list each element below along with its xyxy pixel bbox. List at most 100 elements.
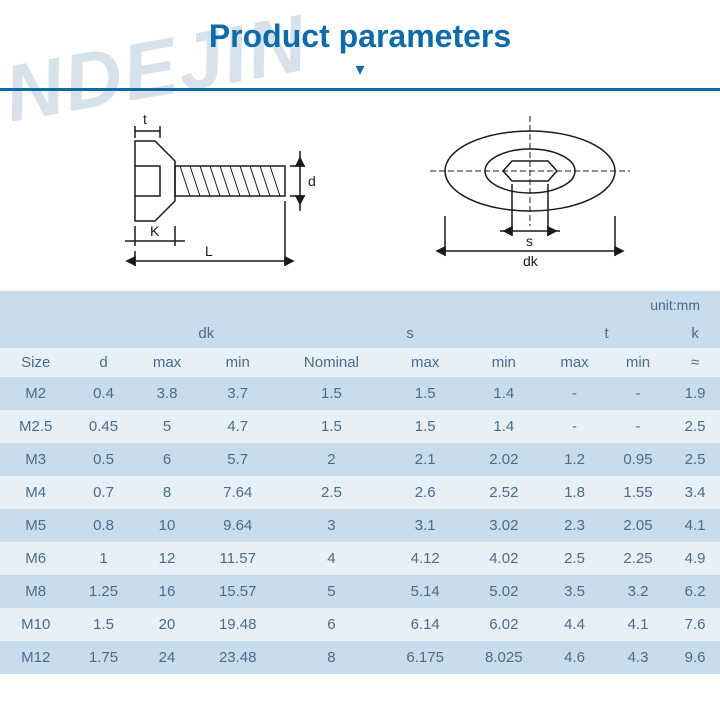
table-cell: M2.5	[0, 410, 71, 443]
chevron-down-icon: ▾	[0, 59, 720, 80]
table-cell: 3.1	[386, 509, 465, 542]
table-cell: 1.25	[71, 575, 135, 608]
table-cell: -	[543, 377, 606, 410]
sub-header-cell: max	[386, 348, 465, 377]
table-row: M20.43.83.71.51.51.4--1.9	[0, 377, 720, 410]
table-cell: 4.4	[543, 608, 606, 641]
table-cell: 2.02	[465, 443, 544, 476]
sub-header-cell: min	[606, 348, 670, 377]
table-cell: 1.55	[606, 476, 670, 509]
table-cell: 4.3	[606, 641, 670, 674]
table-cell: 19.48	[198, 608, 277, 641]
svg-text:s: s	[526, 233, 533, 249]
table-cell: 3.8	[136, 377, 199, 410]
table-cell: 6.02	[465, 608, 544, 641]
table-cell: 9.64	[198, 509, 277, 542]
group-header-cell	[0, 319, 71, 348]
table-cell: 4.1	[606, 608, 670, 641]
table-cell: 6.2	[670, 575, 720, 608]
table-cell: M3	[0, 443, 71, 476]
table-row: M101.52019.4866.146.024.44.17.6	[0, 608, 720, 641]
group-header-cell: k	[670, 319, 720, 348]
table-cell: 8.025	[465, 641, 544, 674]
table-cell: 2.25	[606, 542, 670, 575]
table-cell: -	[606, 410, 670, 443]
screw-side-diagram: t d K L	[80, 106, 340, 276]
table-row: M121.752423.4886.1758.0254.64.39.6	[0, 641, 720, 674]
table-cell: 7.6	[670, 608, 720, 641]
table-cell: 3.2	[606, 575, 670, 608]
sub-header-cell: min	[198, 348, 277, 377]
table-cell: M5	[0, 509, 71, 542]
table-cell: 2.5	[670, 443, 720, 476]
table-cell: M12	[0, 641, 71, 674]
table-cell: 5.14	[386, 575, 465, 608]
table-cell: 2.5	[670, 410, 720, 443]
table-cell: 23.48	[198, 641, 277, 674]
table-cell: 0.4	[71, 377, 135, 410]
table-cell: 8	[136, 476, 199, 509]
table-cell: 1.75	[71, 641, 135, 674]
table-cell: 0.8	[71, 509, 135, 542]
table-cell: 2.1	[386, 443, 465, 476]
sub-header-cell: d	[71, 348, 135, 377]
table-cell: 1.5	[386, 377, 465, 410]
table-cell: 6.14	[386, 608, 465, 641]
sub-header-cell: max	[136, 348, 199, 377]
table-cell: 3.7	[198, 377, 277, 410]
table-cell: 2.05	[606, 509, 670, 542]
table-cell: M2	[0, 377, 71, 410]
table-row: M30.565.722.12.021.20.952.5	[0, 443, 720, 476]
table-cell: 2.5	[543, 542, 606, 575]
table-cell: 4.9	[670, 542, 720, 575]
table-cell: 4.12	[386, 542, 465, 575]
table-cell: 16	[136, 575, 199, 608]
table-cell: 4.1	[670, 509, 720, 542]
table-row: M2.50.4554.71.51.51.4--2.5	[0, 410, 720, 443]
table-cell: 1.4	[465, 377, 544, 410]
table-cell: 4.7	[198, 410, 277, 443]
table-cell: 1.8	[543, 476, 606, 509]
table-cell: 1.5	[277, 410, 386, 443]
table-cell: 4	[277, 542, 386, 575]
table-cell: 5.02	[465, 575, 544, 608]
table-cell: 2.5	[277, 476, 386, 509]
table-cell: 5.7	[198, 443, 277, 476]
table-cell: 5	[277, 575, 386, 608]
svg-text:dk: dk	[523, 253, 539, 269]
table-cell: 2.3	[543, 509, 606, 542]
table-cell: 8	[277, 641, 386, 674]
table-row: M50.8109.6433.13.022.32.054.1	[0, 509, 720, 542]
table-cell: 4.6	[543, 641, 606, 674]
table-cell: 6	[277, 608, 386, 641]
table-cell: M6	[0, 542, 71, 575]
screw-top-diagram: s dk	[420, 106, 640, 276]
table-cell: M4	[0, 476, 71, 509]
table-cell: 2.6	[386, 476, 465, 509]
group-header-cell	[71, 319, 135, 348]
table-cell: 1.5	[386, 410, 465, 443]
table-cell: 0.5	[71, 443, 135, 476]
table-cell: 3	[277, 509, 386, 542]
table-cell: 24	[136, 641, 199, 674]
table-cell: 10	[136, 509, 199, 542]
svg-text:K: K	[150, 223, 160, 239]
table-cell: 1.9	[670, 377, 720, 410]
table-cell: M8	[0, 575, 71, 608]
table-cell: 0.95	[606, 443, 670, 476]
table-cell: 1	[71, 542, 135, 575]
unit-row: unit:mm	[0, 291, 720, 319]
table-cell: 5	[136, 410, 199, 443]
svg-text:t: t	[143, 111, 147, 127]
svg-text:L: L	[205, 243, 213, 259]
table-row: M611211.5744.124.022.52.254.9	[0, 542, 720, 575]
table-cell: -	[606, 377, 670, 410]
table-cell: 12	[136, 542, 199, 575]
table-cell: 9.6	[670, 641, 720, 674]
sub-header-cell: Size	[0, 348, 71, 377]
table-cell: 2	[277, 443, 386, 476]
table-cell: 20	[136, 608, 199, 641]
table-cell: 0.45	[71, 410, 135, 443]
table-cell: 3.4	[670, 476, 720, 509]
table-cell: M10	[0, 608, 71, 641]
